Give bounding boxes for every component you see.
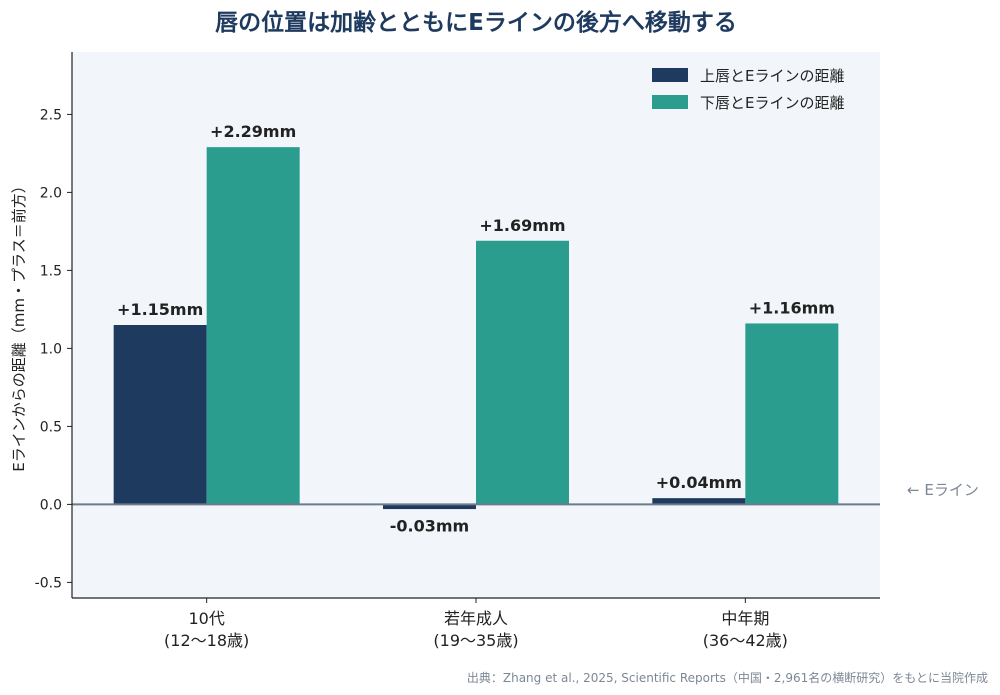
e-line-label: ← Eライン <box>907 481 979 499</box>
data-label: +2.29mm <box>210 122 296 141</box>
bar-upper-lip <box>383 504 476 510</box>
bar-lower-lip <box>206 147 300 505</box>
y-tick-label: -0.5 <box>35 575 62 591</box>
bar-upper-lip <box>652 498 746 505</box>
legend-swatch <box>652 68 688 82</box>
y-tick-label: 0.0 <box>40 497 62 513</box>
bar-upper-lip <box>113 325 207 505</box>
y-tick-label: 1.5 <box>40 263 62 279</box>
x-tick-label: 中年期 <box>721 609 769 628</box>
source-note: 出典：Zhang et al., 2025, Scientific Report… <box>467 670 988 685</box>
y-axis-label: Eラインからの距離（mm・プラス＝前方） <box>10 178 28 471</box>
bar-lower-lip <box>476 240 569 505</box>
x-tick-sublabel: (19〜35歳) <box>433 631 518 650</box>
data-label: +0.04mm <box>656 473 742 492</box>
data-label: +1.69mm <box>479 216 565 235</box>
y-tick-label: 0.5 <box>40 419 62 435</box>
y-tick-label: 1.0 <box>40 341 62 357</box>
x-tick-sublabel: (36〜42歳) <box>703 631 788 650</box>
data-label: +1.16mm <box>749 298 835 317</box>
data-label: -0.03mm <box>390 516 469 535</box>
y-tick-label: 2.0 <box>40 185 62 201</box>
legend-label: 下唇とEラインの距離 <box>700 94 844 112</box>
x-tick-label: 10代 <box>188 609 224 628</box>
x-tick-sublabel: (12〜18歳) <box>164 631 249 650</box>
legend-label: 上唇とEラインの距離 <box>700 67 844 85</box>
x-tick-label: 若年成人 <box>444 609 508 628</box>
bar-lower-lip <box>745 323 839 505</box>
y-tick-label: 2.5 <box>40 107 62 123</box>
chart-title: 唇の位置は加齢とともにEラインの後方へ移動する <box>215 9 737 36</box>
chart-marks: +1.15mm -0.03mm +0.04mm +2.29mm +1.69mm +1.16… <box>72 122 880 535</box>
data-label: +1.15mm <box>117 300 203 319</box>
legend-swatch <box>652 95 688 109</box>
